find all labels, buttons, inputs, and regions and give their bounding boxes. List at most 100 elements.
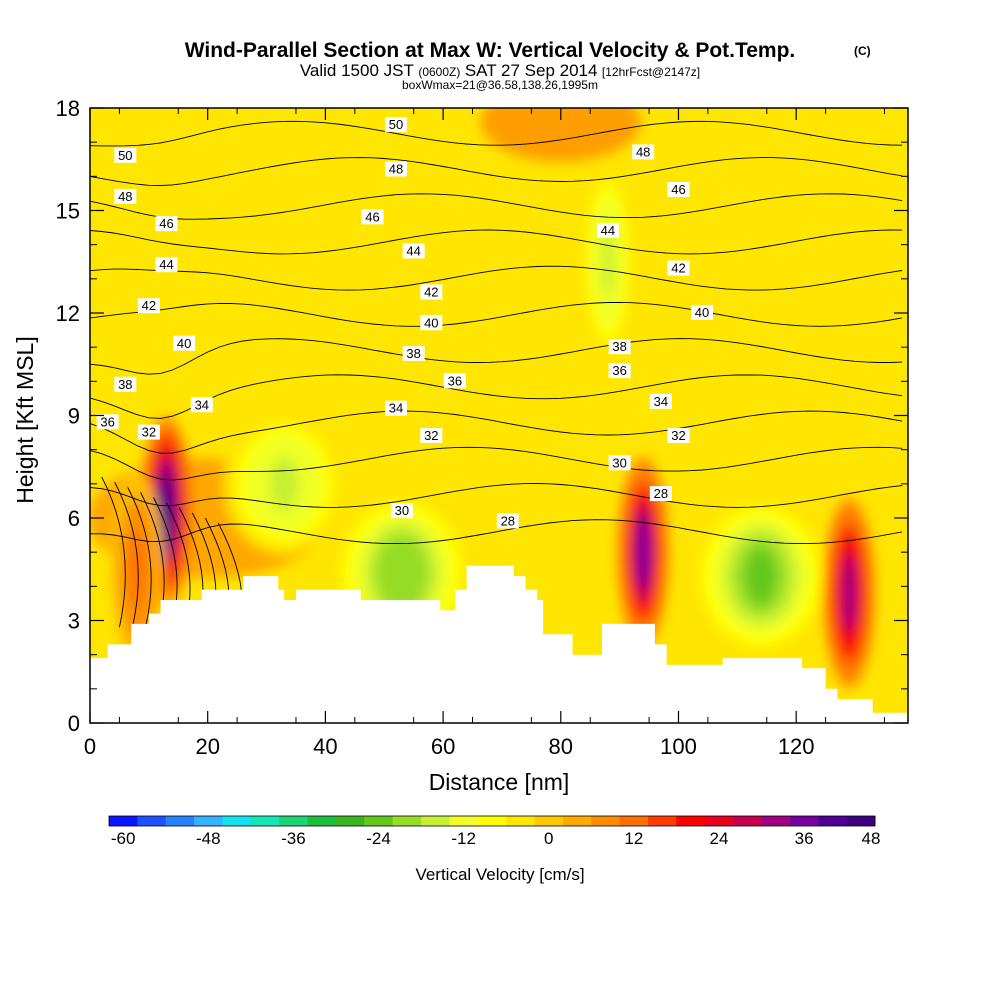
theta-label-text: 32 [671, 428, 685, 443]
theta-label-text: 44 [159, 257, 173, 272]
theta-label-text: 50 [118, 148, 132, 163]
colorbar-swatch [506, 816, 536, 826]
theta-label: 36 [443, 373, 466, 389]
x-tick-label: 100 [660, 734, 697, 759]
theta-label-box [173, 335, 196, 351]
theta-label-box [155, 257, 178, 273]
colorbar-swatch [165, 816, 195, 826]
theta-label-text: 34 [195, 397, 209, 412]
theta-contour-line [90, 338, 903, 375]
theta-contour-line [114, 481, 139, 628]
colorbar-swatch [194, 816, 223, 826]
y-tick-label: 12 [56, 301, 80, 326]
theta-label: 40 [691, 305, 714, 320]
theta-label-box [114, 188, 137, 204]
colorbar-frame [108, 815, 876, 827]
y-tick-label: 0 [68, 711, 80, 736]
colorbar: -60 -48 -36 -24 -12 0 12 24 36 48 [108, 815, 880, 848]
theta-label-box [420, 315, 443, 331]
theta-label-box [385, 161, 408, 177]
x-tick-label: 80 [549, 734, 573, 759]
downdraft-core [601, 223, 615, 300]
theta-contour-line [90, 410, 903, 454]
theta-label-text: 32 [424, 428, 438, 443]
theta-label-box [608, 455, 631, 471]
theta-label: 34 [190, 397, 213, 413]
updraft-core [636, 514, 650, 591]
colorbar-swatch [279, 816, 309, 826]
theta-label-box [114, 147, 137, 163]
theta-label: 42 [667, 260, 690, 276]
theta-label-text: 40 [177, 336, 191, 351]
theta-label-box [667, 428, 690, 443]
theta-label: 42 [137, 298, 160, 314]
theta-label-box [190, 397, 213, 413]
theta-label-text: 46 [671, 182, 685, 197]
theta-label-box [390, 503, 413, 519]
theta-label-box [632, 144, 655, 160]
theta-label-box [608, 339, 631, 355]
theta-contour-line [90, 519, 903, 545]
colorbar-swatch [591, 816, 621, 826]
velocity-field [90, 108, 876, 689]
theta-contour-line [90, 229, 903, 255]
theta-contour-labels: 50 48 46 44 42 40 38 36 34 32 50 48 46 44 42 40 38 36 34 32… [96, 117, 714, 529]
plot-area: 50 48 46 44 42 40 38 36 34 32 50 48 46 44 42 40 38 36 34 32… [90, 108, 908, 723]
theta-label: 46 [155, 216, 178, 232]
theta-contour-line [90, 446, 903, 481]
colorbar-tick-label: -48 [196, 829, 221, 848]
theta-label: 50 [114, 147, 137, 163]
chart-title: Wind-Parallel Section at Max W: Vertical… [185, 39, 796, 62]
theta-label-box [596, 223, 619, 238]
theta-label: 46 [667, 182, 690, 197]
x-tick-label: 60 [431, 734, 455, 759]
theta-label: 28 [649, 486, 672, 502]
y-tick-label: 15 [56, 199, 80, 224]
theta-contour-line [90, 157, 903, 186]
theta-label: 30 [390, 503, 413, 519]
theta-label: 40 [173, 335, 196, 351]
theta-label: 44 [402, 243, 425, 259]
theta-label-box [496, 513, 519, 529]
theta-label-box [137, 298, 160, 314]
colorbar-title: Vertical Velocity [cm/s] [415, 865, 584, 884]
colorbar-swatch [619, 816, 649, 826]
theta-label-box [402, 346, 425, 361]
theta-contours [90, 120, 903, 628]
subtitle-valid: Valid 1500 JST [300, 61, 414, 80]
theta-label: 48 [385, 161, 408, 177]
theta-label-box [385, 400, 408, 416]
theta-label-text: 28 [654, 486, 668, 501]
colorbar-swatch [676, 816, 706, 826]
theta-label: 48 [632, 144, 655, 160]
theta-label-box [155, 216, 178, 232]
theta-label-text: 48 [389, 162, 403, 177]
chart-title-tag: (C) [854, 44, 871, 58]
theta-label-box [649, 486, 672, 502]
colorbar-swatch [477, 816, 507, 826]
theta-label: 44 [596, 223, 619, 238]
colorbar-swatch [449, 816, 479, 826]
terrain-mask [90, 565, 908, 723]
colorbar-tick-label: 0 [544, 829, 553, 848]
theta-label: 34 [649, 393, 672, 409]
colorbar-swatch [364, 816, 394, 826]
y-tick-label: 6 [68, 506, 80, 531]
theta-label: 38 [608, 339, 631, 355]
theta-label-box [402, 243, 425, 259]
subtitle-fcst: [12hrFcst@2147z] [602, 65, 700, 79]
theta-contour-line [90, 483, 903, 508]
downdraft-core [386, 544, 417, 601]
theta-label-box [137, 424, 160, 440]
theta-label: 40 [420, 315, 443, 331]
theta-label-text: 48 [636, 144, 650, 159]
theta-label-text: 30 [612, 455, 626, 470]
theta-label: 48 [114, 188, 137, 204]
theta-label-text: 38 [406, 346, 420, 361]
theta-label-text: 48 [118, 189, 132, 204]
theta-label-box [443, 373, 466, 389]
theta-label-text: 36 [612, 363, 626, 378]
theta-label-box [114, 376, 137, 392]
theta-label-box [420, 284, 443, 300]
